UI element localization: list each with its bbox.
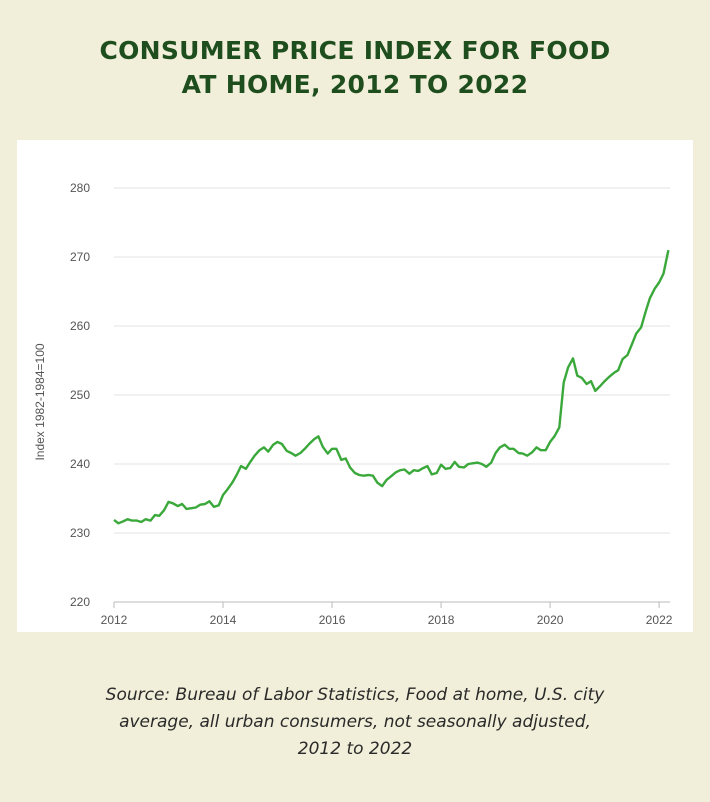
chart-panel: 220 230 240 250 260 270 280 2012 2014 2016 2018 20… — [17, 140, 693, 632]
source-line-3: 2012 to 2022 — [297, 739, 413, 759]
source-line-2: average, all urban consumers, not season… — [119, 712, 591, 732]
series-group — [113, 249, 670, 525]
chart-title-line-2: AT HOME, 2012 TO 2022 — [181, 70, 529, 99]
y-tick-label-280: 280 — [70, 181, 90, 195]
x-tick-label-2022: 2022 — [646, 613, 673, 627]
source-line-1: Source: Bureau of Labor Statistics, Food… — [105, 685, 605, 705]
x-tick-label-2020: 2020 — [537, 613, 564, 627]
y-axis-label: Index 1982-1984=100 — [33, 343, 47, 460]
series-line-0 — [113, 249, 670, 525]
y-tick-label-270: 270 — [70, 250, 90, 264]
chart-title-line-1: CONSUMER PRICE INDEX FOR FOOD — [99, 36, 611, 65]
x-axis-ticks: 2012 2014 2016 2018 2020 2022 — [101, 602, 673, 627]
chart-title: CONSUMER PRICE INDEX FOR FOOD AT HOME, 2… — [0, 34, 710, 102]
source-note: Source: Bureau of Labor Statistics, Food… — [60, 682, 650, 763]
x-tick-label-2018: 2018 — [428, 613, 455, 627]
x-tick-label-2014: 2014 — [210, 613, 237, 627]
y-tick-label-230: 230 — [70, 526, 90, 540]
y-tick-label-250: 250 — [70, 388, 90, 402]
y-axis-ticks: 220 230 240 250 260 270 280 — [70, 181, 90, 609]
x-tick-label-2012: 2012 — [101, 613, 128, 627]
gridlines — [114, 187, 670, 603]
y-tick-label-240: 240 — [70, 457, 90, 471]
y-tick-label-260: 260 — [70, 319, 90, 333]
x-tick-label-2016: 2016 — [319, 613, 346, 627]
y-tick-label-220: 220 — [70, 595, 90, 609]
